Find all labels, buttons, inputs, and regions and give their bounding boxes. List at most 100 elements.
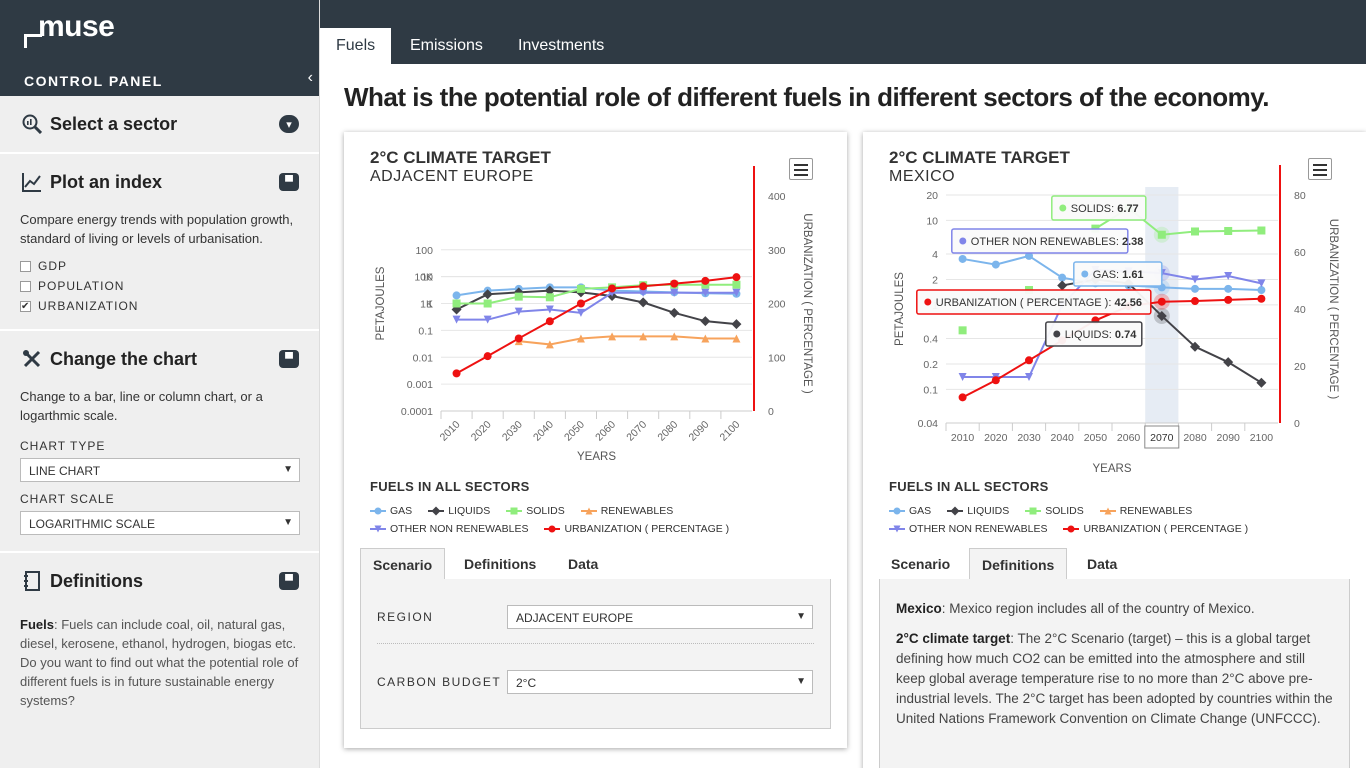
change-chart-header[interactable]: Change the chart ▀	[20, 331, 299, 387]
select-sector-header[interactable]: Select a sector ▾	[20, 96, 299, 152]
chevron-left-icon[interactable]: ‹	[307, 69, 313, 86]
chart-menu-button[interactable]	[1308, 158, 1332, 180]
collapse-icon[interactable]: ▀	[279, 350, 299, 368]
legend-marker	[1067, 525, 1075, 533]
tab-emissions[interactable]: Emissions	[410, 37, 483, 54]
checkbox[interactable]	[20, 280, 31, 292]
y2-tick-label: 100	[768, 352, 786, 364]
legend-item-liquids[interactable]: LIQUIDS	[947, 502, 1009, 520]
legend-item-solids[interactable]: SOLIDS	[506, 502, 565, 520]
section-change-chart: Change the chart ▀ Change to a bar, line…	[0, 331, 319, 553]
series-line	[456, 291, 737, 321]
y2-tick-label: 0	[768, 406, 774, 418]
y2-tick-label: 200	[768, 299, 786, 311]
checkbox-checked[interactable]: ✔	[20, 300, 31, 312]
y-tick-label: 0.001	[407, 379, 433, 391]
chart-scale-select[interactable]: LOGARITHMIC SCALE ▼	[20, 511, 300, 535]
data-point	[1223, 357, 1234, 368]
checkbox[interactable]	[20, 260, 31, 272]
definitions-header[interactable]: Definitions ▀	[20, 553, 299, 609]
chevron-down-icon[interactable]: ▾	[279, 115, 299, 133]
collapse-icon[interactable]: ▀	[279, 173, 299, 191]
index-option-urbanization[interactable]: ✔ URBANIZATION	[20, 297, 299, 315]
definition-term: Mexico	[896, 601, 942, 616]
index-option-label: GDP	[38, 259, 68, 273]
panel-subtabs: Scenario Definitions Data	[360, 548, 831, 581]
tab-definitions[interactable]: Definitions	[969, 548, 1068, 581]
legend-item-renewables[interactable]: RENEWABLES	[1099, 502, 1192, 520]
data-point	[1257, 286, 1266, 295]
line-chart-icon	[20, 170, 44, 194]
tab-data[interactable]: Data	[568, 556, 599, 572]
series-liquids	[451, 285, 742, 330]
series-line	[456, 283, 737, 305]
legend-item-gas[interactable]: GAS	[889, 502, 931, 520]
legend-label: GAS	[390, 505, 413, 517]
carbon-budget-select[interactable]: 2°C ▼	[507, 670, 813, 694]
tab-data[interactable]: Data	[1087, 556, 1118, 572]
legend-item-urbanization-percentage[interactable]: URBANIZATION ( PERCENTAGE )	[1063, 520, 1248, 538]
legend-label: URBANIZATION ( PERCENTAGE )	[564, 523, 730, 535]
legend-marker	[1029, 507, 1037, 515]
tooltip-box	[951, 228, 1129, 254]
collapse-icon[interactable]: ▀	[279, 572, 299, 590]
legend-marker	[548, 525, 556, 533]
data-point	[452, 315, 461, 324]
x-axis-title: YEARS	[577, 451, 616, 463]
index-option-gdp[interactable]: GDP	[20, 257, 299, 275]
legend-item-liquids[interactable]: LIQUIDS	[428, 502, 490, 520]
data-point	[1224, 226, 1233, 235]
legend-symbol	[370, 525, 386, 533]
tooltip-label: LIQUIDS:	[1065, 329, 1115, 341]
chart-menu-button[interactable]	[789, 158, 813, 180]
legend-item-solids[interactable]: SOLIDS	[1025, 502, 1084, 520]
data-point	[608, 332, 617, 341]
tooltip-liquids: LIQUIDS: 0.74	[1045, 321, 1143, 347]
legend-marker	[431, 506, 441, 516]
data-point	[452, 291, 461, 300]
legend-marker	[374, 507, 382, 515]
data-point	[991, 376, 1000, 385]
plot-index-header[interactable]: Plot an index ▀	[20, 154, 299, 210]
tooltip-marker	[1059, 204, 1067, 212]
tooltip-value: 0.74	[1115, 329, 1137, 341]
tooltip-box	[916, 289, 1152, 315]
definition-term: 2°C climate target	[896, 631, 1011, 646]
tab-fuels[interactable]: Fuels	[320, 28, 392, 64]
legend-item-urbanization-percentage[interactable]: URBANIZATION ( PERCENTAGE )	[544, 520, 729, 538]
y2-tick-label: 40	[1294, 304, 1306, 316]
y2-tick-label: 400	[768, 191, 786, 203]
index-option-population[interactable]: POPULATION	[20, 277, 299, 295]
plot-index-description: Compare energy trends with population gr…	[20, 212, 294, 246]
region-select[interactable]: ADJACENT EUROPE ▼	[507, 605, 813, 629]
legend-marker	[510, 507, 518, 515]
legend-label: SOLIDS	[526, 505, 565, 517]
legend-item-other-non-renewables[interactable]: OTHER NON RENEWABLES	[370, 520, 528, 538]
dropdown-caret-icon: ▼	[796, 676, 806, 687]
legend-item-renewables[interactable]: RENEWABLES	[580, 502, 673, 520]
data-point	[514, 292, 523, 301]
legend-item-other-non-renewables[interactable]: OTHER NON RENEWABLES	[889, 520, 1047, 538]
x-tick-label: 2020	[469, 419, 494, 444]
tooltip-marker	[1053, 330, 1061, 338]
x-tick-label: 2080	[1183, 432, 1207, 444]
data-point	[670, 332, 679, 341]
tab-investments[interactable]: Investments	[518, 37, 605, 54]
tab-scenario[interactable]: Scenario	[360, 548, 446, 581]
book-icon	[20, 569, 44, 593]
y-axis-title: PETAJOULES	[894, 272, 906, 346]
muse-logo[interactable]: muse	[24, 10, 115, 48]
section-plot-index: Plot an index ▀ Compare energy trends wi…	[0, 154, 319, 331]
data-point	[452, 299, 461, 308]
tooltip-box	[1073, 261, 1163, 287]
tab-definitions[interactable]: Definitions	[464, 556, 537, 572]
data-point	[958, 373, 967, 382]
x-tick-label: 2050	[562, 419, 587, 444]
legend-marker	[585, 507, 593, 515]
legend-item-gas[interactable]: GAS	[370, 502, 412, 520]
legend-symbol	[580, 507, 597, 515]
page-title: What is the potential role of different …	[344, 82, 1269, 112]
x-tick-label: 2060	[1117, 432, 1141, 444]
chart-type-select[interactable]: LINE CHART ▼	[20, 458, 300, 482]
tab-scenario[interactable]: Scenario	[891, 556, 951, 572]
